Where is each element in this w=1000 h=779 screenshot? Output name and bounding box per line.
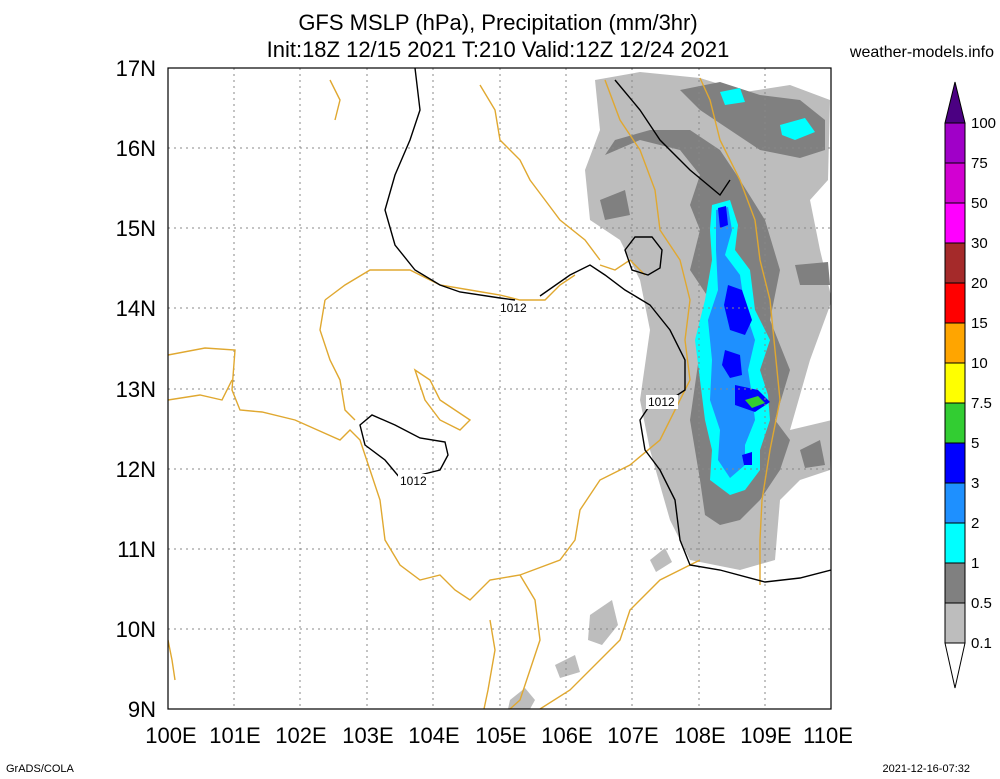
colorbar-label: 3 (971, 475, 979, 492)
colorbar-swatch (944, 522, 966, 564)
colorbar-label: 50 (971, 195, 988, 212)
precip-0-5-area (795, 262, 830, 285)
colorbar-swatch (944, 482, 966, 524)
lon-tick-label: 109E (740, 723, 791, 748)
lon-tick-label: 104E (408, 723, 459, 748)
precip-0-5-area (800, 440, 825, 468)
colorbar-labels: 100 75 50 30 20 15 10 7.5 5 3 2 1 0.5 0.… (971, 115, 996, 652)
lon-tick-label: 101E (209, 723, 260, 748)
lon-tick-label: 108E (674, 723, 725, 748)
lat-tick-labels: 17N 16N 15N 14N 13N 12N 11N 10N 9N (116, 56, 156, 722)
precip-0-5-area (680, 82, 825, 158)
lat-tick-label: 11N (117, 537, 156, 562)
colorbar-swatch (944, 442, 966, 484)
precip-0-1-area (555, 655, 580, 678)
map-title: GFS MSLP (hPa), Precipitation (mm/3hr) (298, 10, 698, 35)
colorbar-label: 2 (971, 515, 979, 532)
footer-timestamp: 2021-12-16-07:32 (882, 763, 970, 775)
colorbar-label: 5 (971, 435, 979, 452)
footer-credit: GrADS/COLA (6, 763, 74, 775)
map-subtitle: Init:18Z 12/15 2021 T:210 Valid:12Z 12/2… (266, 37, 730, 62)
precip-5-area (745, 396, 765, 408)
colorbar-label: 15 (971, 315, 988, 332)
colorbar-label: 75 (971, 155, 988, 172)
precip-3-area (742, 452, 752, 465)
colorbar-swatch (944, 602, 966, 644)
colorbar-label: 10 (971, 355, 988, 372)
grid-lines (168, 68, 831, 709)
lon-tick-label: 100E (145, 723, 196, 748)
lon-tick-label: 103E (342, 723, 393, 748)
colorbar-label: 1 (971, 555, 979, 572)
lat-tick-label: 15N (116, 216, 156, 241)
colorbar-label: 0.5 (971, 595, 992, 612)
precip-1-area (780, 118, 815, 140)
lon-tick-label: 106E (541, 723, 592, 748)
precip-0-1-area (588, 600, 618, 645)
lat-tick-label: 17N (116, 56, 156, 81)
isobar-label: 1012 (400, 474, 427, 488)
isobar-1012 (624, 236, 663, 276)
colorbar-label: 0.1 (971, 635, 992, 652)
precip-3-area (722, 350, 742, 378)
precipitation-layer (508, 72, 831, 709)
precip-0-1-area (650, 548, 672, 572)
isobar-1012 (359, 414, 449, 479)
colorbar-label: 7.5 (971, 395, 992, 412)
isobar-1012 (384, 68, 516, 301)
isobar-1012 (614, 79, 731, 197)
map-frame (167, 67, 832, 710)
colorbar-swatch (944, 122, 966, 164)
precip-1-area (720, 88, 745, 105)
lat-tick-label: 13N (116, 377, 156, 402)
colorbar-label: 100 (971, 115, 996, 132)
colorbar-bottom-arrow (944, 642, 966, 689)
lon-tick-label: 105E (475, 723, 526, 748)
lat-tick-label: 14N (116, 296, 156, 321)
isobar-labels: 1012 1012 1012 (398, 301, 678, 488)
colorbar-swatch (944, 362, 966, 404)
precip-0-5-area (600, 190, 630, 220)
lon-tick-labels: 100E 101E 102E 103E 104E 105E 106E 107E … (145, 723, 853, 748)
precip-3-area (724, 285, 752, 335)
lat-tick-label: 10N (116, 617, 156, 642)
precip-3-area (718, 206, 728, 228)
isobar-label: 1012 (500, 301, 527, 315)
lat-tick-label: 16N (116, 136, 156, 161)
colorbar-label: 20 (971, 275, 988, 292)
colorbar-swatch (944, 202, 966, 244)
colorbar-swatch (944, 322, 966, 364)
colorbar-top-arrow (944, 81, 966, 124)
lon-tick-label: 107E (607, 723, 658, 748)
lat-tick-label: 12N (116, 457, 156, 482)
precip-2-area (708, 207, 755, 478)
precip-0-1-area (508, 688, 535, 709)
colorbar-swatch (944, 562, 966, 604)
lat-tick-label: 9N (128, 697, 156, 722)
colorbar (944, 81, 966, 689)
isobar-label: 1012 (648, 395, 675, 409)
coastlines (168, 77, 781, 709)
colorbar-label: 30 (971, 235, 988, 252)
lon-tick-label: 102E (275, 723, 326, 748)
site-name: weather-models.info (849, 44, 994, 61)
colorbar-swatch (944, 402, 966, 444)
colorbar-swatch (944, 282, 966, 324)
lon-tick-label: 110E (803, 723, 853, 748)
colorbar-swatch (944, 242, 966, 284)
colorbar-swatch (944, 162, 966, 204)
